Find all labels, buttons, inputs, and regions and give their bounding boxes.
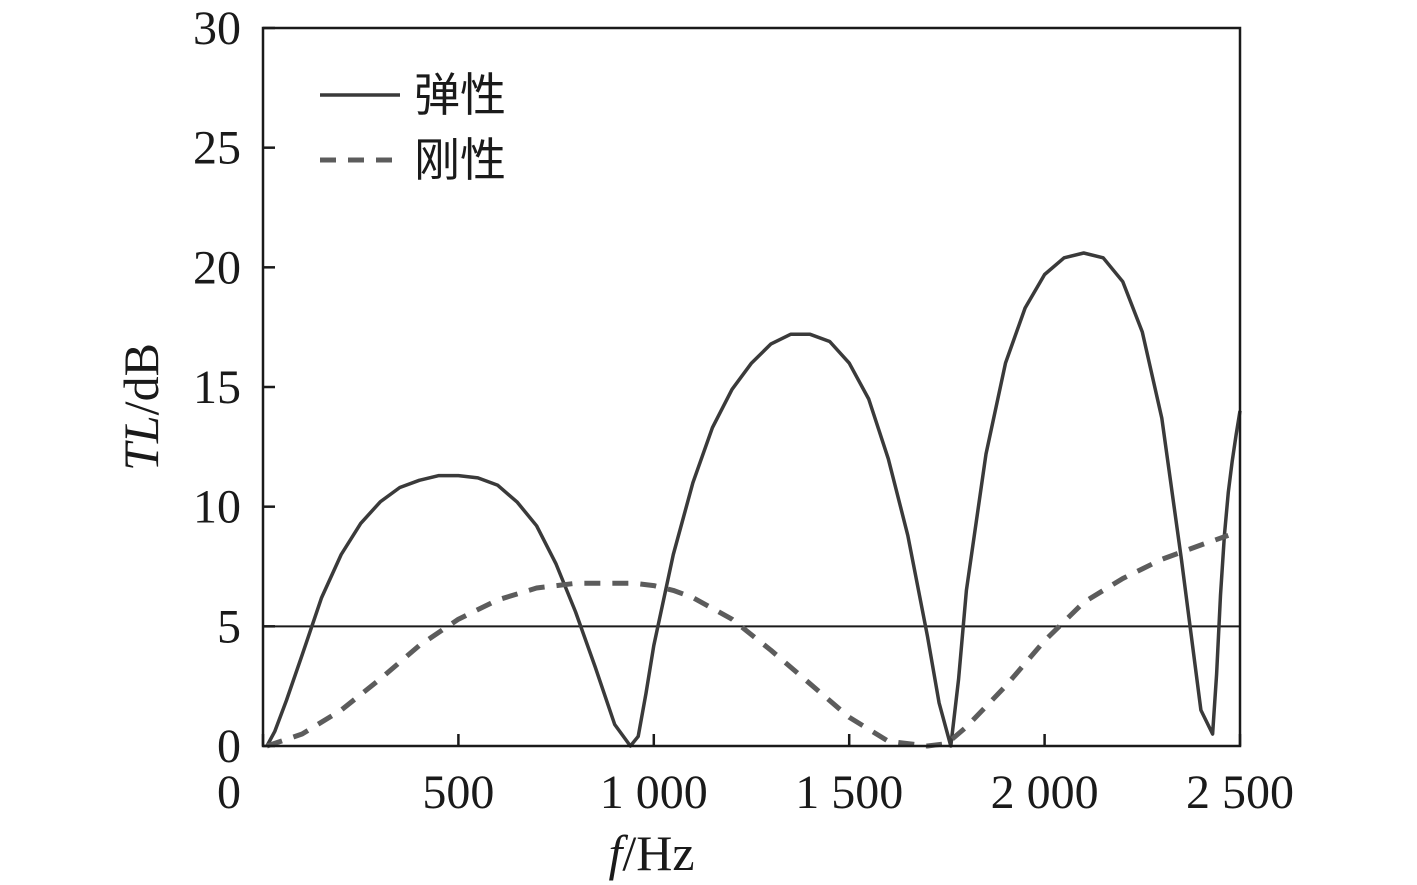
y-tick-label-5: 25	[193, 122, 241, 175]
tick-labels-layer: 0 5 10 15 20 25 30 0 500 1 000 1 500 2 000 2 500	[193, 2, 1294, 819]
x-tick-label-4: 2 000	[991, 766, 1099, 819]
series-line-elastic	[265, 251, 1242, 748]
x-tick-label-3: 1 500	[795, 766, 903, 819]
x-tick-label-0: 0	[217, 766, 241, 819]
legend-label-rigid: 刚性	[414, 133, 506, 187]
ticks-layer	[261, 26, 1242, 748]
legend-label-elastic: 弹性	[414, 68, 506, 122]
series-line-rigid	[266, 533, 1230, 749]
y-axis-title: TL/dB	[113, 343, 169, 471]
series-layer	[265, 251, 1242, 749]
plot-area-frame	[261, 26, 1242, 748]
y-tick-label-1: 5	[217, 600, 241, 653]
y-axis-variable: TL	[113, 415, 169, 471]
y-tick-label-6: 30	[193, 2, 241, 55]
x-tick-label-5: 2 500	[1186, 766, 1294, 819]
x-tick-label-2: 1 000	[600, 766, 708, 819]
y-tick-label-3: 15	[193, 361, 241, 414]
y-tick-label-0: 0	[217, 720, 241, 773]
y-axis-unit: /dB	[113, 343, 169, 415]
x-axis-title: f/Hz	[608, 825, 694, 881]
y-tick-label-4: 20	[193, 241, 241, 294]
y-tick-label-2: 10	[193, 481, 241, 534]
legend: 弹性 刚性	[320, 68, 506, 187]
x-tick-label-1: 500	[422, 766, 494, 819]
x-axis-unit: /Hz	[622, 825, 694, 881]
